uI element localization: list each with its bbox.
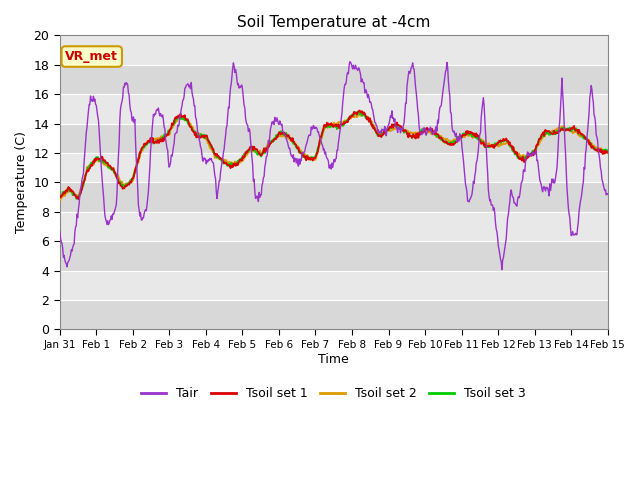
Tsoil set 1: [355, 108, 363, 113]
Tsoil set 3: [75, 196, 83, 202]
Bar: [60, 36, 607, 65]
Tair: [221, 139, 228, 144]
Tsoil set 3: [121, 183, 129, 189]
Text: VR_met: VR_met: [65, 50, 118, 63]
Tsoil set 2: [391, 126, 399, 132]
Bar: [60, 212, 607, 241]
Tsoil set 2: [248, 148, 256, 154]
Tair: [422, 131, 429, 137]
Tsoil set 2: [221, 157, 228, 163]
X-axis label: Time: Time: [318, 352, 349, 366]
Y-axis label: Temperature (C): Temperature (C): [15, 132, 28, 233]
Bar: [60, 123, 607, 153]
Tsoil set 1: [249, 144, 257, 150]
Bar: [60, 241, 607, 271]
Tsoil set 3: [56, 194, 64, 200]
Tsoil set 2: [269, 137, 276, 143]
Tsoil set 1: [221, 160, 229, 166]
Tsoil set 3: [422, 126, 430, 132]
Tsoil set 1: [121, 184, 129, 190]
Bar: [60, 153, 607, 182]
Tair: [269, 121, 276, 127]
Tsoil set 1: [392, 123, 399, 129]
Line: Tsoil set 2: Tsoil set 2: [60, 113, 607, 201]
Tsoil set 3: [249, 147, 257, 153]
Tsoil set 1: [604, 150, 611, 156]
Tsoil set 1: [75, 196, 83, 202]
Tair: [391, 116, 399, 122]
Tair: [604, 191, 611, 197]
Tsoil set 3: [269, 139, 277, 144]
Tsoil set 1: [422, 127, 430, 132]
Tair: [56, 228, 64, 234]
Tsoil set 2: [358, 110, 366, 116]
Tsoil set 2: [422, 130, 429, 135]
Line: Tsoil set 3: Tsoil set 3: [60, 112, 607, 199]
Bar: [60, 94, 607, 123]
Tair: [120, 84, 128, 90]
Bar: [60, 271, 607, 300]
Legend: Tair, Tsoil set 1, Tsoil set 2, Tsoil set 3: Tair, Tsoil set 1, Tsoil set 2, Tsoil se…: [136, 383, 531, 406]
Bar: [60, 300, 607, 329]
Tair: [248, 155, 256, 160]
Line: Tair: Tair: [60, 61, 607, 270]
Bar: [60, 65, 607, 94]
Tsoil set 3: [221, 161, 229, 167]
Line: Tsoil set 1: Tsoil set 1: [60, 110, 607, 199]
Bar: [60, 182, 607, 212]
Tsoil set 2: [604, 150, 611, 156]
Title: Soil Temperature at -4cm: Soil Temperature at -4cm: [237, 15, 431, 30]
Tsoil set 3: [354, 109, 362, 115]
Tair: [498, 267, 506, 273]
Tair: [346, 59, 354, 64]
Tsoil set 3: [392, 123, 399, 129]
Tsoil set 3: [604, 147, 611, 153]
Tsoil set 2: [120, 182, 128, 188]
Tsoil set 2: [56, 198, 64, 204]
Tsoil set 1: [269, 138, 277, 144]
Tsoil set 1: [56, 193, 64, 199]
